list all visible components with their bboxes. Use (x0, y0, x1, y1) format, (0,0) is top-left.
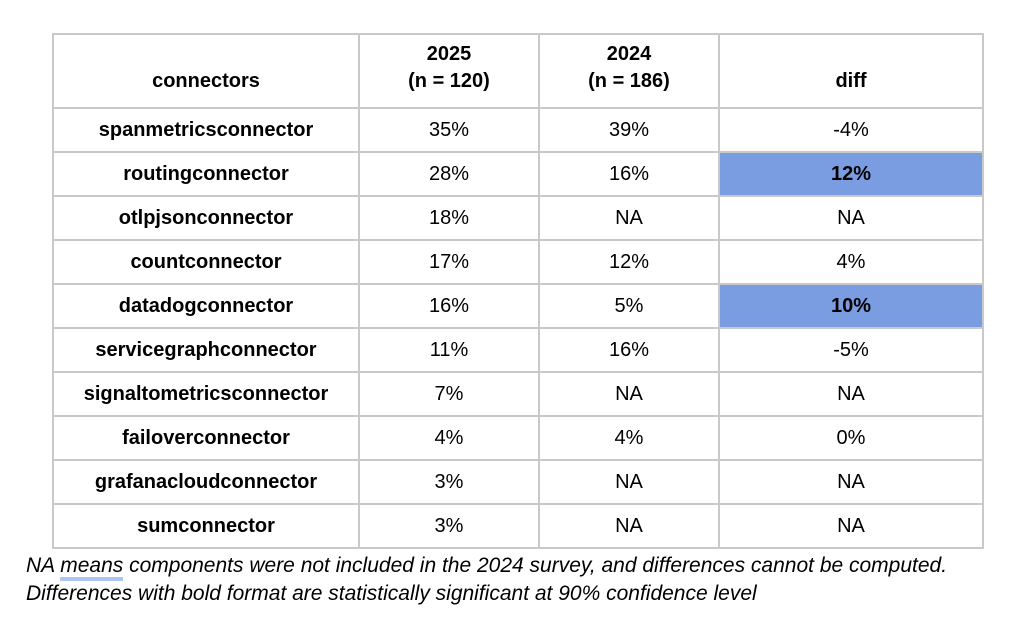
diff-cell: 4% (718, 239, 984, 285)
diff-cell: -4% (718, 107, 984, 153)
table-row: countconnector 17% 12% 4% (52, 239, 984, 285)
header-cell-2024: 2024 (n = 186) (538, 33, 720, 109)
table-row: signaltometricsconnector 7% NA NA (52, 371, 984, 417)
diff-cell: 0% (718, 415, 984, 461)
footnote-underlined-word: means (60, 554, 124, 581)
value-2024-cell: 39% (538, 107, 720, 153)
value-2025-cell: 35% (358, 107, 540, 153)
table-row: servicegraphconnector 11% 16% -5% (52, 327, 984, 373)
diff-cell: 10% (718, 283, 984, 329)
connector-name-cell: otlpjsonconnector (52, 195, 360, 241)
diff-cell: 12% (718, 151, 984, 197)
value-2024-cell: 12% (538, 239, 720, 285)
value-2024-cell: 5% (538, 283, 720, 329)
diff-cell: NA (718, 195, 984, 241)
value-2024-cell: 4% (538, 415, 720, 461)
header-2024-n: (n = 186) (588, 70, 670, 92)
table-row: grafanacloudconnector 3% NA NA (52, 459, 984, 505)
connector-name-cell: servicegraphconnector (52, 327, 360, 373)
header-cell-2025: 2025 (n = 120) (358, 33, 540, 109)
value-2024-cell: 16% (538, 151, 720, 197)
header-2024-year: 2024 (606, 43, 652, 65)
value-2024-cell: 16% (538, 327, 720, 373)
connectors-survey-table: connectors 2025 (n = 120) 2024 (n = 186)… (52, 33, 984, 549)
connector-name-cell: routingconnector (52, 151, 360, 197)
value-2025-cell: 28% (358, 151, 540, 197)
connector-name-cell: signaltometricsconnector (52, 371, 360, 417)
value-2025-cell: 18% (358, 195, 540, 241)
connector-name-cell: sumconnector (52, 503, 360, 549)
header-cell-diff: diff (718, 33, 984, 109)
value-2025-cell: 7% (358, 371, 540, 417)
footnote-line1-rest: components were not included in the 2024… (123, 554, 948, 577)
connector-name-cell: grafanacloudconnector (52, 459, 360, 505)
value-2025-cell: 3% (358, 459, 540, 505)
connector-name-cell: failoverconnector (52, 415, 360, 461)
diff-cell: -5% (718, 327, 984, 373)
diff-cell: NA (718, 459, 984, 505)
footnote-line-1: NA means components were not included in… (26, 552, 1006, 581)
header-cell-connectors: connectors (52, 33, 360, 109)
header-row: connectors 2025 (n = 120) 2024 (n = 186)… (52, 33, 984, 109)
table-row: spanmetricsconnector 35% 39% -4% (52, 107, 984, 153)
table-row: failoverconnector 4% 4% 0% (52, 415, 984, 461)
diff-cell: NA (718, 503, 984, 549)
table-footnote: NA means components were not included in… (26, 552, 1006, 608)
connector-name-cell: countconnector (52, 239, 360, 285)
table-row: sumconnector 3% NA NA (52, 503, 984, 549)
value-2025-cell: 17% (358, 239, 540, 285)
value-2025-cell: 11% (358, 327, 540, 373)
connector-name-cell: spanmetricsconnector (52, 107, 360, 153)
value-2025-cell: 4% (358, 415, 540, 461)
table-row: datadogconnector 16% 5% 10% (52, 283, 984, 329)
table-row: otlpjsonconnector 18% NA NA (52, 195, 984, 241)
value-2024-cell: NA (538, 195, 720, 241)
value-2025-cell: 3% (358, 503, 540, 549)
footnote-line-2: Differences with bold format are statist… (26, 582, 757, 605)
value-2024-cell: NA (538, 371, 720, 417)
footnote-na-prefix: NA (26, 554, 61, 577)
diff-cell: NA (718, 371, 984, 417)
connector-name-cell: datadogconnector (52, 283, 360, 329)
header-2025-n: (n = 120) (408, 70, 490, 92)
value-2024-cell: NA (538, 459, 720, 505)
value-2025-cell: 16% (358, 283, 540, 329)
table-row: routingconnector 28% 16% 12% (52, 151, 984, 197)
header-2025-year: 2025 (426, 43, 472, 65)
value-2024-cell: NA (538, 503, 720, 549)
